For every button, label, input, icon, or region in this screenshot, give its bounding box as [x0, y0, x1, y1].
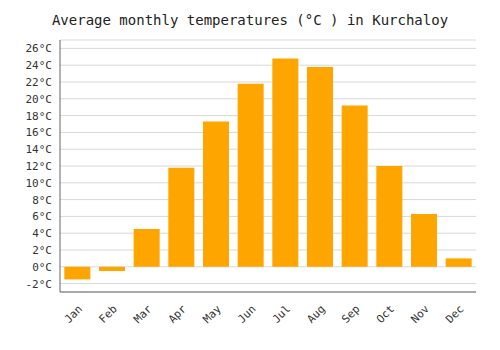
svg-text:Apr: Apr: [166, 302, 190, 326]
svg-text:10°C: 10°C: [26, 177, 53, 190]
svg-text:Jan: Jan: [62, 303, 85, 326]
svg-text:4°C: 4°C: [32, 227, 52, 240]
svg-text:6°C: 6°C: [32, 210, 52, 223]
svg-text:24°C: 24°C: [26, 59, 53, 72]
html-text:Average monthly temperatures (: Average monthly temperatures (°C ) in Ku…: [51, 12, 449, 28]
svg-text:-2°C: -2°C: [26, 278, 53, 291]
svg-text:Sep: Sep: [339, 303, 362, 326]
svg-text:Oct: Oct: [374, 303, 397, 326]
svg-text:20°C: 20°C: [26, 93, 53, 106]
svg-text:Aug: Aug: [305, 303, 328, 326]
svg-text:12°C: 12°C: [26, 160, 53, 173]
svg-text:May: May: [201, 302, 225, 326]
svg-text:Nov: Nov: [409, 302, 433, 326]
svg-text:Mar: Mar: [131, 302, 155, 326]
svg-text:18°C: 18°C: [26, 110, 53, 123]
svg-text:26°C: 26°C: [26, 42, 53, 55]
svg-text:16°C: 16°C: [26, 126, 53, 139]
svg-text:Jun: Jun: [235, 303, 258, 326]
svg-text:2°C: 2°C: [32, 244, 52, 257]
svg-text:8°C: 8°C: [32, 194, 52, 207]
svg-text:Feb: Feb: [97, 303, 120, 326]
svg-text:Jul: Jul: [270, 303, 293, 326]
svg-text:22°C: 22°C: [26, 76, 53, 89]
svg-text:Dec: Dec: [443, 303, 466, 326]
svg-text:0°C: 0°C: [32, 261, 52, 274]
svg-text:14°C: 14°C: [26, 143, 53, 156]
